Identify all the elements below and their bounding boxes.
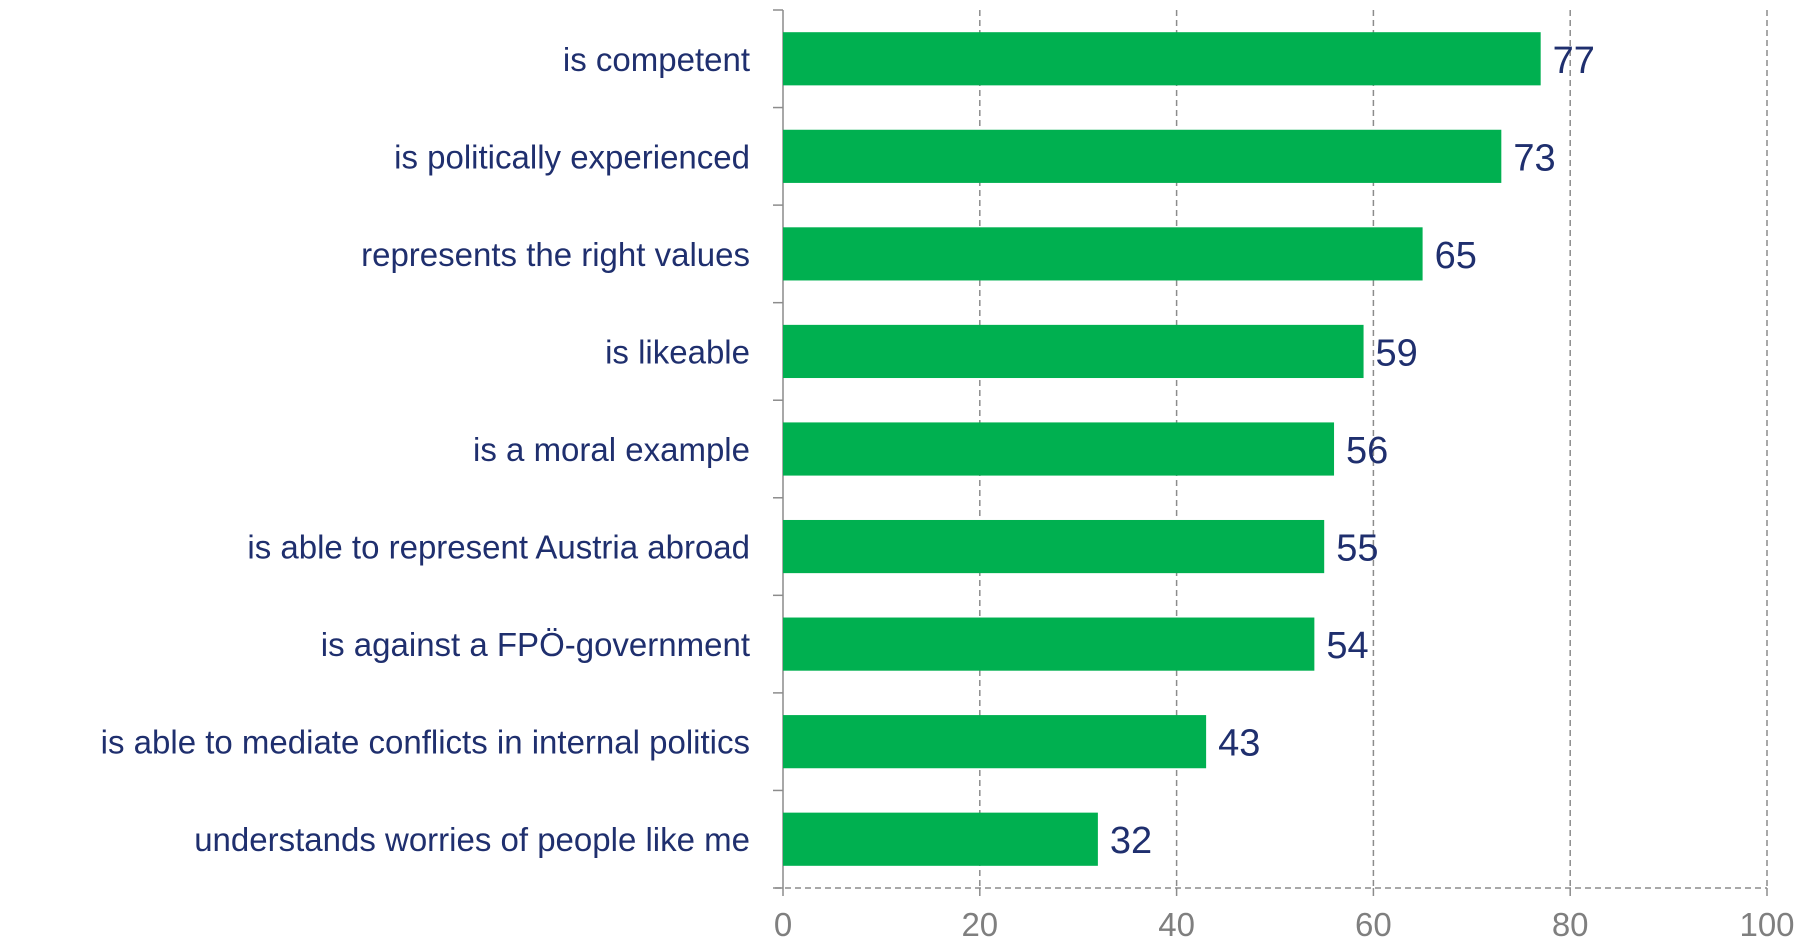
bar-layer: [783, 32, 1541, 866]
bar: [783, 422, 1335, 476]
category-label: is against a FPÖ-government: [321, 626, 750, 663]
x-tick-label: 80: [1552, 906, 1589, 943]
bar: [783, 617, 1315, 671]
bar: [783, 519, 1325, 574]
bar: [783, 812, 1098, 866]
value-label: 73: [1513, 137, 1555, 179]
bar: [783, 227, 1423, 281]
category-label: is politically experienced: [394, 138, 750, 175]
x-tick-label: 40: [1158, 906, 1195, 943]
value-label: 54: [1326, 625, 1368, 667]
bar: [783, 129, 1502, 183]
value-label: 59: [1376, 332, 1418, 374]
category-label: understands worries of people like me: [194, 821, 750, 858]
category-label: is able to represent Austria abroad: [247, 529, 750, 566]
category-label: is a moral example: [473, 431, 750, 468]
x-tick-label: 60: [1355, 906, 1392, 943]
value-label: 32: [1110, 820, 1152, 862]
x-tick-label: 20: [961, 906, 998, 943]
axis-layer: 0 20 40 60 80 100: [773, 9, 1795, 943]
category-label: is competent: [563, 41, 750, 78]
category-label: is likeable: [605, 333, 750, 370]
value-label: 43: [1218, 723, 1260, 765]
bar: [783, 324, 1364, 379]
bar: [783, 32, 1541, 86]
label-layer: is competent 77 is politically experienced…: [101, 40, 1595, 862]
category-label: is able to mediate conflicts in internal…: [101, 724, 750, 761]
category-label: represents the right values: [361, 236, 750, 273]
value-label: 65: [1435, 235, 1477, 277]
bar: [783, 715, 1207, 769]
value-label: 77: [1553, 40, 1595, 82]
value-label: 55: [1336, 528, 1378, 570]
value-label: 56: [1346, 430, 1388, 472]
x-tick-label: 100: [1739, 906, 1794, 943]
x-tick-label: 0: [774, 906, 792, 943]
